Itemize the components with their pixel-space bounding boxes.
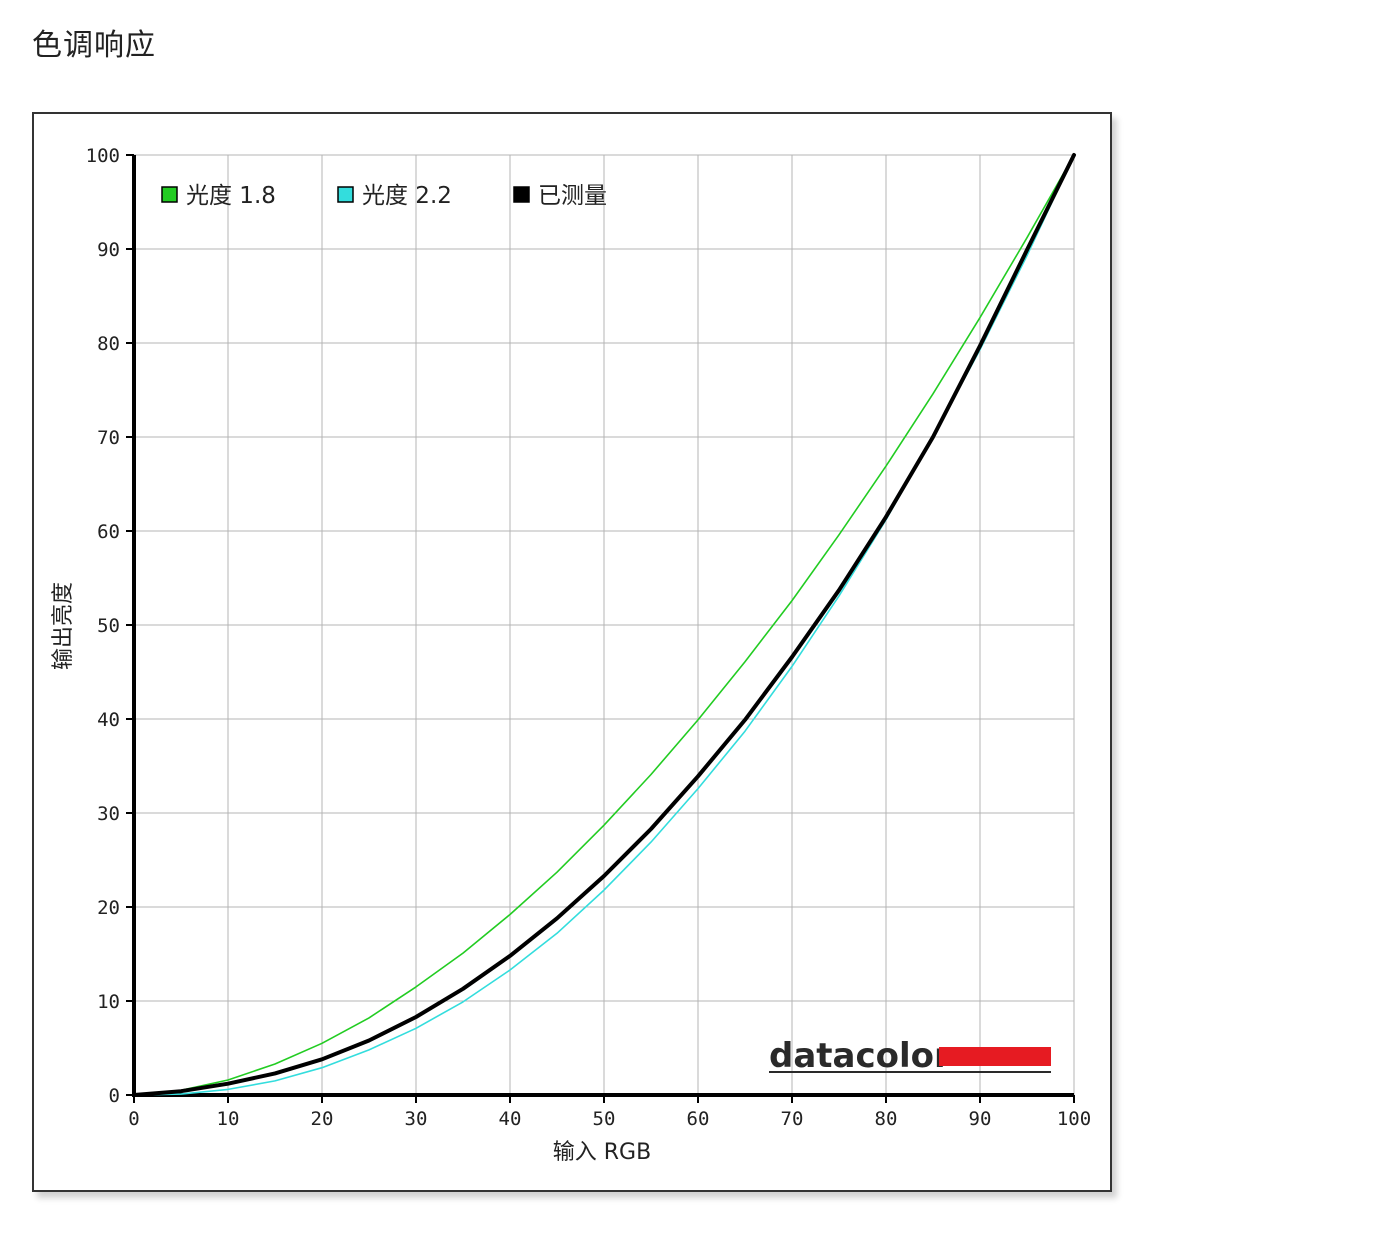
x-tick-label-0: 0	[128, 1108, 139, 1130]
y-axis-label: 输出亮度	[51, 582, 76, 670]
y-tick-label-100: 100	[86, 145, 120, 167]
x-tick-label-30: 30	[405, 1108, 428, 1130]
logo-red-bar	[939, 1047, 1051, 1066]
x-tick-label-90: 90	[969, 1108, 992, 1130]
y-tick-label-90: 90	[97, 239, 120, 261]
grid-lines	[134, 154, 1075, 1095]
legend-swatch-2	[337, 186, 354, 203]
legend-swatch-1	[161, 186, 178, 203]
page-title: 色调响应	[32, 28, 156, 63]
x-tick-label-100: 100	[1057, 1108, 1091, 1130]
y-tick-label-10: 10	[97, 991, 120, 1013]
legend-label-3: 已测量	[538, 183, 607, 209]
tick-labels: 0 10 20 30 40 50 60 70 80 90 100 0 10 20 30 40 50 60 70 80 9…	[86, 145, 1091, 1130]
x-tick-label-70: 70	[781, 1108, 804, 1130]
series-lines	[132, 153, 1076, 1097]
legend-label-2: 光度 2.2	[362, 183, 452, 209]
y-tick-label-50: 50	[97, 615, 120, 637]
y-tick-label-60: 60	[97, 521, 120, 543]
y-tick-label-40: 40	[97, 709, 120, 731]
logo-text: datacolor	[769, 1036, 951, 1076]
axes	[126, 154, 1075, 1103]
x-tick-label-50: 50	[593, 1108, 616, 1130]
y-tick-label-20: 20	[97, 897, 120, 919]
x-tick-label-10: 10	[217, 1108, 240, 1130]
legend-swatch-3	[513, 186, 530, 203]
chart-frame: 0 10 20 30 40 50 60 70 80 90 100 0 10 20 30 40 50 60 70 80 9…	[32, 112, 1112, 1192]
legend-label-1: 光度 1.8	[186, 183, 276, 209]
series-line-1	[133, 154, 1075, 1096]
series-line-3	[132, 153, 1076, 1097]
y-tick-label-80: 80	[97, 333, 120, 355]
legend: 光度 1.8 光度 2.2 已测量	[161, 183, 607, 209]
x-tick-label-20: 20	[311, 1108, 334, 1130]
y-tick-label-0: 0	[109, 1085, 120, 1107]
x-axis-label: 输入 RGB	[553, 1140, 651, 1165]
x-tick-label-80: 80	[875, 1108, 898, 1130]
x-tick-label-60: 60	[687, 1108, 710, 1130]
datacolor-logo: datacolor	[769, 1036, 1051, 1076]
tone-response-chart: 0 10 20 30 40 50 60 70 80 90 100 0 10 20 30 40 50 60 70 80 9…	[51, 145, 1091, 1165]
y-tick-label-30: 30	[97, 803, 120, 825]
x-tick-label-40: 40	[499, 1108, 522, 1130]
y-tick-label-70: 70	[97, 427, 120, 449]
